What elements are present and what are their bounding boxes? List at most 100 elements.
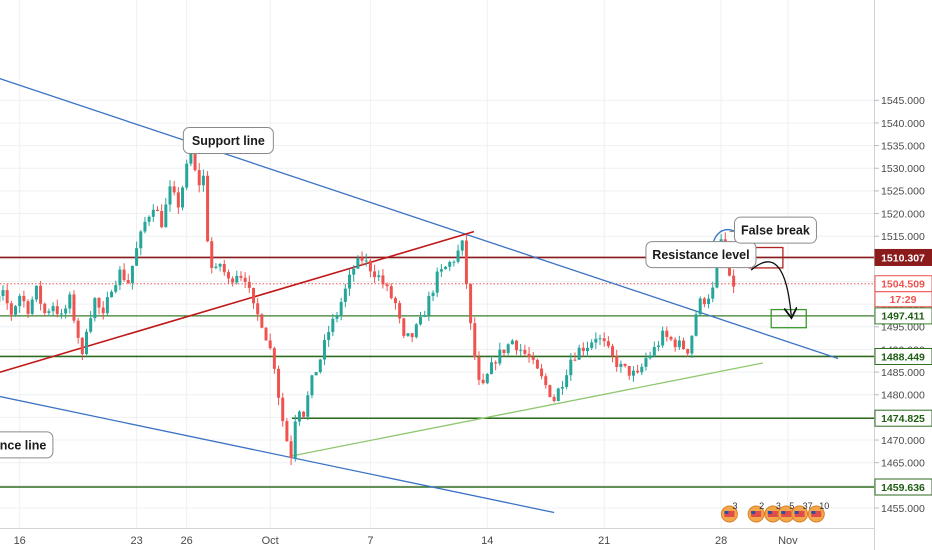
candle-body: [339, 301, 343, 315]
candle: [343, 284, 347, 308]
candle: [640, 363, 644, 376]
candle: [210, 237, 214, 274]
candle: [9, 300, 13, 321]
candle-body: [314, 372, 318, 376]
candle: [677, 335, 681, 350]
candle: [385, 282, 389, 292]
candle-body: [581, 347, 585, 352]
candle: [489, 355, 493, 375]
candle: [506, 343, 510, 356]
candle: [243, 272, 247, 288]
candle-body: [406, 333, 410, 336]
candle: [97, 297, 101, 315]
candle: [168, 180, 172, 212]
candle-body: [231, 278, 235, 283]
candle: [264, 327, 268, 341]
candle-body: [181, 187, 185, 208]
candle-body: [586, 347, 589, 352]
candle-body: [414, 324, 418, 338]
candle-body: [460, 240, 464, 251]
candle: [105, 291, 109, 316]
candle-body: [381, 275, 385, 285]
candle: [43, 302, 47, 316]
candle: [477, 351, 481, 386]
candle-body: [494, 362, 498, 364]
candle: [544, 373, 548, 389]
candle: [268, 333, 272, 350]
flag-stripes-icon: [767, 511, 778, 517]
candle: [711, 281, 715, 303]
candle: [176, 187, 180, 214]
candle-body: [114, 285, 118, 292]
candle-body: [502, 349, 506, 354]
candle: [590, 339, 594, 351]
candle: [686, 348, 690, 357]
candle: [531, 352, 535, 365]
level-price-label-bg: [874, 248, 932, 266]
candle-body: [289, 441, 293, 458]
candle-body: [565, 375, 569, 388]
candle-body: [489, 362, 493, 375]
candle-body: [548, 385, 552, 397]
x-tick-label: 28: [715, 535, 727, 547]
candle: [389, 283, 393, 300]
candle: [665, 326, 669, 342]
candle-body: [126, 280, 130, 283]
candle: [331, 313, 335, 337]
candle: [22, 290, 26, 308]
candle-body: [85, 331, 88, 355]
candle: [297, 410, 301, 426]
x-tick-label: 16: [14, 535, 26, 547]
candle: [469, 283, 473, 330]
candle-body: [306, 395, 310, 417]
x-axis[interactable]: 16 23 26 Oct 7 14 21 28 Nov: [14, 535, 799, 547]
candle-body: [76, 320, 80, 338]
flag-stripes-icon: [781, 511, 792, 517]
candle: [235, 270, 239, 285]
candle: [481, 373, 485, 385]
candle: [364, 253, 368, 267]
candle-body: [611, 346, 615, 357]
candle-body: [93, 298, 97, 319]
candle: [302, 411, 306, 419]
candle-body: [239, 275, 243, 278]
candle: [30, 296, 34, 316]
candle: [510, 338, 514, 345]
y-tick-label: 1540.000: [881, 118, 925, 130]
candle: [335, 312, 339, 323]
y-tick-label: 1535.000: [881, 140, 925, 152]
candle-body: [427, 295, 431, 316]
y-tick-label: 1470.000: [881, 435, 925, 447]
candle-body: [682, 340, 686, 349]
candle: [619, 360, 623, 373]
y-tick-label: 1520.000: [881, 208, 925, 220]
candle: [573, 352, 577, 362]
candle-body: [97, 298, 101, 308]
level-price-label-text: 1459.636: [881, 482, 925, 494]
candle: [143, 216, 147, 234]
candle: [644, 352, 648, 371]
candle-body: [143, 221, 147, 232]
candle: [560, 380, 564, 395]
candle: [702, 296, 706, 308]
candle-body: [101, 307, 105, 314]
candle-body: [226, 272, 230, 279]
callout: Support line: [182, 126, 274, 154]
candle-body: [222, 264, 226, 273]
candle-body: [26, 301, 30, 314]
candle-body: [644, 358, 648, 367]
x-tick-label: Oct: [262, 535, 279, 547]
flag-canton-icon: [724, 511, 729, 514]
candle: [444, 266, 448, 270]
flag-canton-icon: [767, 511, 772, 514]
candle: [339, 297, 343, 321]
candle-body: [631, 370, 635, 376]
candle-body: [602, 338, 606, 342]
candle-body: [515, 340, 519, 351]
y-tick-label: 1515.000: [881, 231, 925, 243]
candle-body: [147, 216, 151, 222]
candle: [606, 336, 610, 349]
candle-body: [364, 260, 368, 262]
candle-body: [540, 368, 544, 377]
